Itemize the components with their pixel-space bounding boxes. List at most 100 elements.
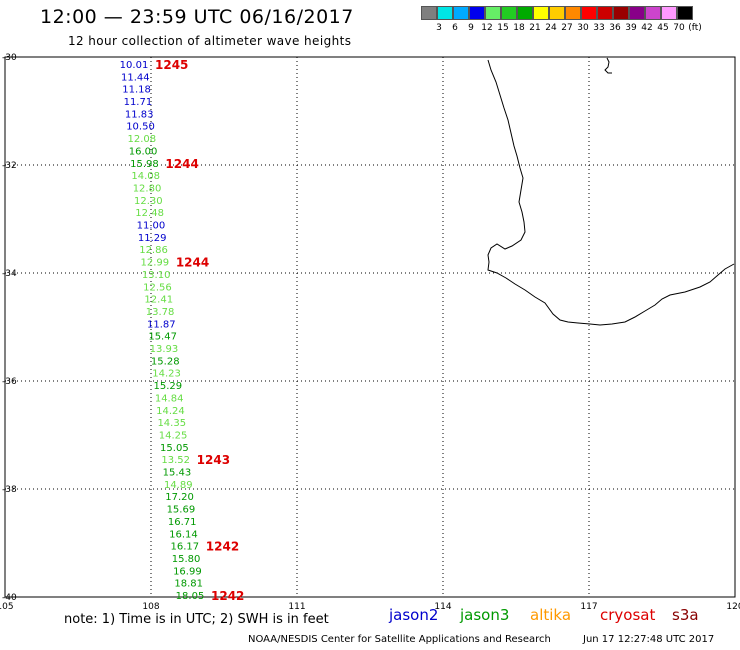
colorbar-label: 30 xyxy=(577,23,589,33)
wave-height-label: 16.71 xyxy=(168,517,197,528)
wave-height-label: 18.81 xyxy=(174,579,203,590)
lat-tick-label: -34 xyxy=(2,269,17,279)
wave-height-label: 11.00 xyxy=(137,221,166,232)
colorbar-swatch xyxy=(629,6,645,20)
colorbar-swatch xyxy=(469,6,485,20)
wave-height-label: 11.18 xyxy=(122,85,151,96)
wave-height-label: 15.43 xyxy=(163,468,192,479)
wave-height-label: 18.05 xyxy=(176,591,205,602)
colorbar-label: 42 xyxy=(641,23,653,33)
wave-height-label: 15.29 xyxy=(154,381,183,392)
australia-west-coast xyxy=(487,59,735,326)
wave-height-label: 15.80 xyxy=(172,554,201,565)
wave-height-label: 15.69 xyxy=(167,505,196,516)
wave-height-label: 11.71 xyxy=(124,97,153,108)
coastline xyxy=(487,57,735,326)
wave-height-label: 12.80 xyxy=(133,183,162,194)
colorbar-swatch xyxy=(645,6,661,20)
colorbar-label: 33 xyxy=(593,23,605,33)
colorbar-swatch xyxy=(677,6,693,20)
colorbar-swatch xyxy=(437,6,453,20)
page-subtitle: 12 hour collection of altimeter wave hei… xyxy=(68,34,352,48)
legend-item-altika: altika xyxy=(530,606,572,624)
wave-height-label: 12.86 xyxy=(139,245,168,256)
colorbar-swatch xyxy=(485,6,501,20)
units-note: note: 1) Time is in UTC; 2) SWH is in fe… xyxy=(64,612,329,627)
lat-tick-label: -38 xyxy=(2,485,17,495)
wave-height-label: 14.24 xyxy=(156,406,185,417)
map-border xyxy=(4,56,736,598)
colorbar-label: 39 xyxy=(625,23,637,33)
wave-height-label: 15.05 xyxy=(160,443,189,454)
wave-height-label: 12.08 xyxy=(127,134,156,145)
wave-height-label: 14.23 xyxy=(152,369,181,380)
wave-height-label: 15.98 xyxy=(130,159,159,170)
wave-height-label: 13.10 xyxy=(142,270,171,281)
time-label: 1242 xyxy=(206,540,239,554)
wave-height-label: 17.20 xyxy=(165,492,194,503)
lon-tick-label: 114 xyxy=(434,602,451,612)
wave-height-label: 16.14 xyxy=(169,529,198,540)
colorbar-swatch xyxy=(421,6,437,20)
colorbar-label: 15 xyxy=(497,23,509,33)
wave-height-label: 16.17 xyxy=(170,542,199,553)
legend-item-cryosat: cryosat xyxy=(600,606,656,624)
colorbar-swatch xyxy=(597,6,613,20)
colorbar-swatch xyxy=(453,6,469,20)
time-label: 1242 xyxy=(211,589,244,603)
wave-height-label: 12.56 xyxy=(143,282,172,293)
wave-height-label: 13.52 xyxy=(161,455,190,466)
lon-tick-label: 108 xyxy=(142,602,159,612)
colorbar-label: 45 xyxy=(657,23,669,33)
legend-item-s3a: s3a xyxy=(672,606,699,624)
wave-height-label: 11.83 xyxy=(125,109,154,120)
colorbar-label: 21 xyxy=(529,23,541,33)
wave-height-label: 16.00 xyxy=(129,146,158,157)
footer-timestamp: Jun 17 12:27:48 UTC 2017 xyxy=(583,634,715,645)
time-label: 1243 xyxy=(197,453,230,467)
wave-height-label: 12.99 xyxy=(141,258,170,269)
colorbar-swatch xyxy=(661,6,677,20)
lon-tick-label: 105 xyxy=(0,602,14,612)
wave-height-label: 11.44 xyxy=(121,72,150,83)
colorbar-label: 6 xyxy=(452,23,458,33)
wave-height-label: 16.99 xyxy=(173,566,202,577)
wave-height-label: 12.30 xyxy=(134,196,163,207)
wave-height-label: 15.47 xyxy=(148,332,177,343)
wave-height-label: 13.78 xyxy=(146,307,175,318)
colorbar-swatch xyxy=(517,6,533,20)
colorbar-swatch xyxy=(565,6,581,20)
wave-height-label: 14.25 xyxy=(159,430,188,441)
legend-item-jason2: jason2 xyxy=(389,606,439,624)
wave-height-label: 10.01 xyxy=(120,60,149,71)
page-title: 12:00 — 23:59 UTC 06/16/2017 xyxy=(40,6,354,28)
colorbar-label: 3 xyxy=(436,23,442,33)
wave-height-label: 13.93 xyxy=(150,344,179,355)
wave-height-label: 10.50 xyxy=(126,122,155,133)
wave-height-label: 15.28 xyxy=(151,356,180,367)
colorbar-swatch xyxy=(613,6,629,20)
wave-height-label: 11.29 xyxy=(138,233,167,244)
graticule: -30 -32 -34 -36 -38 -40105 108 111 114 117 120 xyxy=(0,53,740,612)
colorbar-label: 70 xyxy=(673,23,685,33)
colorbar-label: 36 xyxy=(609,23,621,33)
lat-tick-label: -36 xyxy=(2,377,17,387)
wave-height-label: 14.84 xyxy=(155,393,184,404)
legend-item-jason3: jason3 xyxy=(460,606,510,624)
coast-fragment-north xyxy=(604,57,612,74)
colorbar-label: 24 xyxy=(545,23,557,33)
colorbar-label: (ft) xyxy=(688,23,702,33)
colorbar-swatch xyxy=(533,6,549,20)
lon-tick-label: 111 xyxy=(288,602,305,612)
wave-height-label: 14.89 xyxy=(164,480,193,491)
wave-height-label: 11.87 xyxy=(147,319,176,330)
footer-credit: NOAA/NESDIS Center for Satellite Applica… xyxy=(248,634,551,645)
lat-tick-label: -32 xyxy=(2,161,17,171)
wave-height-label: 12.48 xyxy=(135,208,164,219)
colorbar-swatch xyxy=(549,6,565,20)
colorbar-swatch xyxy=(581,6,597,20)
lon-tick-label: 117 xyxy=(580,602,597,612)
lat-tick-label: -40 xyxy=(2,593,17,603)
time-label: 1244 xyxy=(165,157,198,171)
